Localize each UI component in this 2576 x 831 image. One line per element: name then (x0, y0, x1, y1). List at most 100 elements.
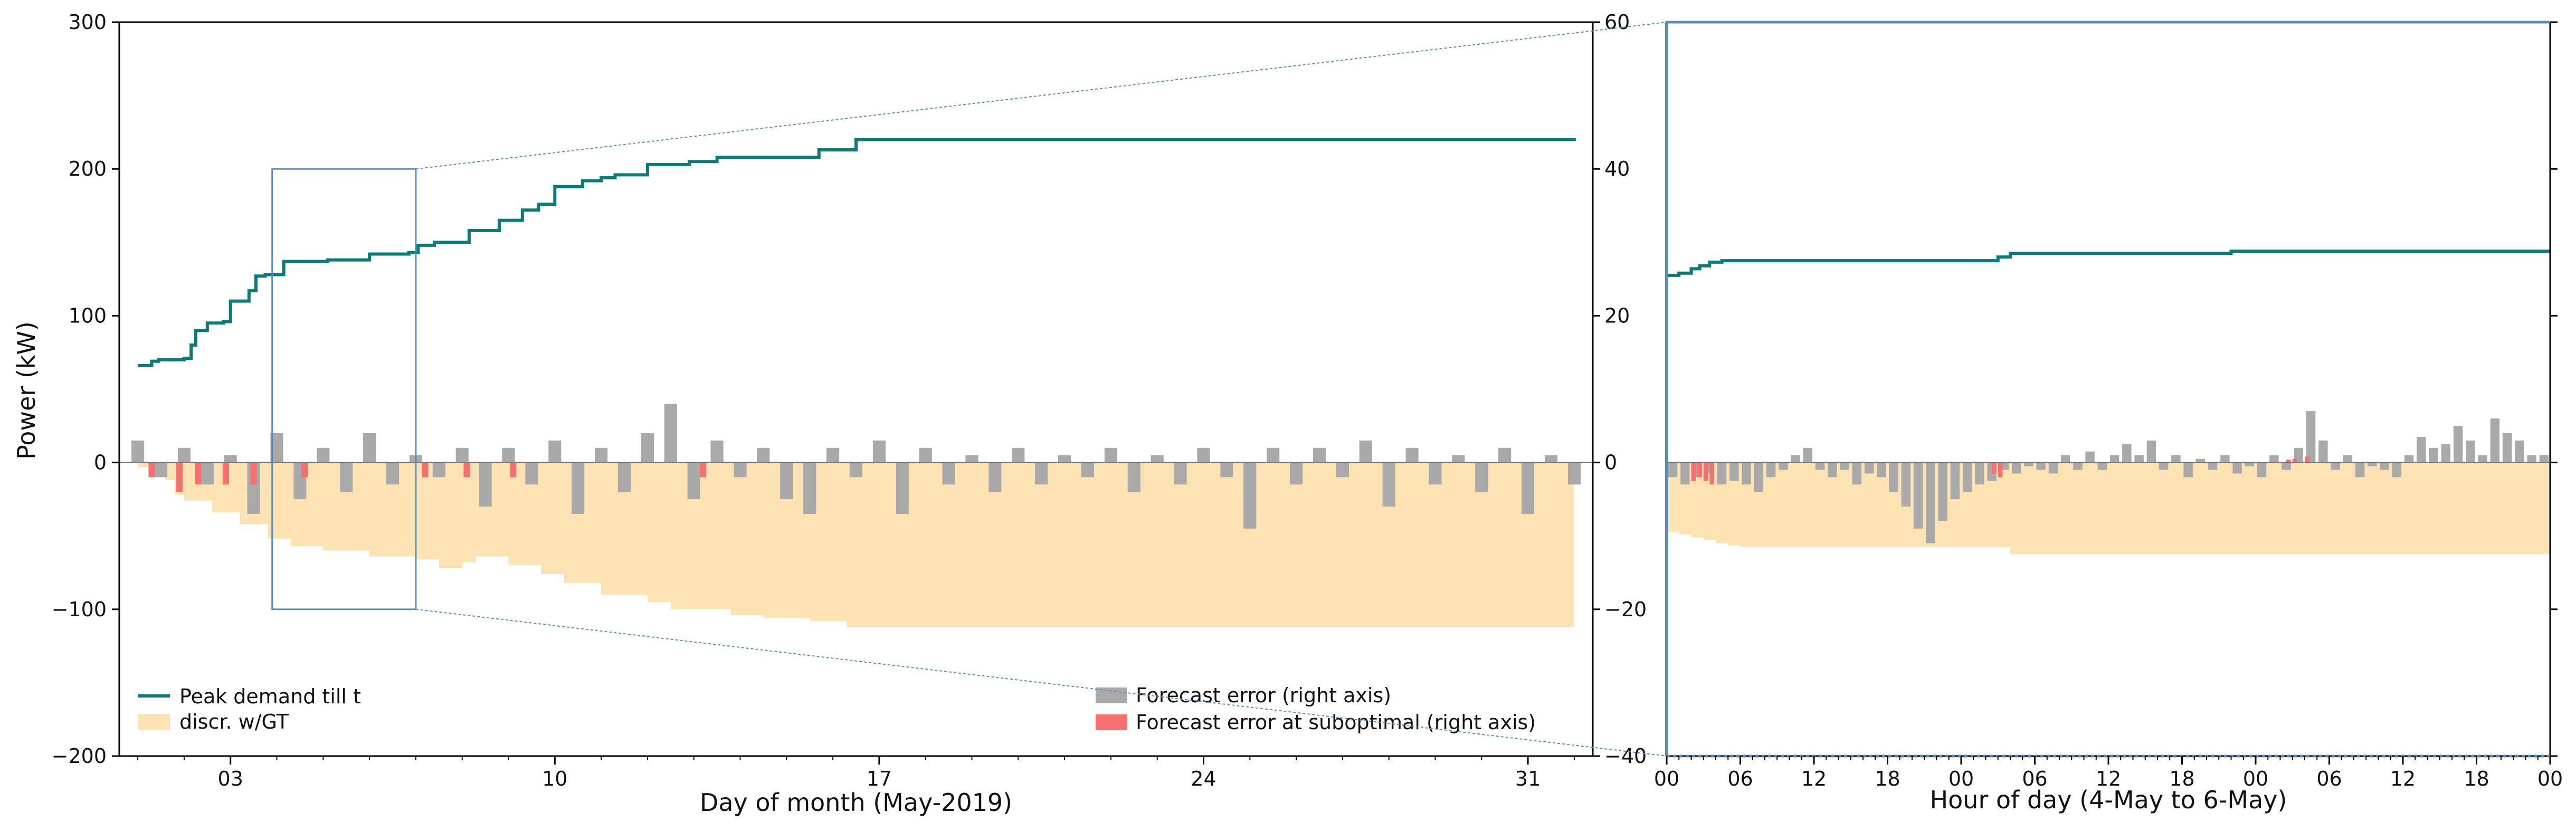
zoom-forecast-error-bar (2368, 462, 2377, 466)
zoom-forecast-error-bar (2146, 440, 2156, 463)
zoom-forecast-error-bar (1791, 455, 1800, 463)
forecast-error-bar (1498, 447, 1512, 463)
zoom-connector-bottom (415, 608, 1667, 757)
zoom-forecast-error-bar (1950, 462, 1960, 500)
zoom-forecast-error-bar (2085, 451, 2095, 463)
zoom-discr-area-layer (1667, 462, 2550, 557)
forecast-error-subopt-bar (700, 462, 707, 477)
forecast-error-bar (502, 447, 515, 463)
x-tick-label: 24 (1191, 767, 1216, 790)
y-tick-label-right: −40 (1604, 744, 1647, 768)
zoom-x-tick-label: 00 (1654, 767, 1679, 790)
zoom-forecast-error-subopt-bar (1703, 462, 1708, 481)
forecast-error-bar (896, 462, 909, 514)
main-y-axis-right: −40 −20 0 20 40 60 (1593, 11, 1647, 768)
zoom-forecast-error-bar (2036, 462, 2046, 470)
zoom-x-tick-label: 06 (1727, 767, 1753, 790)
forecast-error-bar (687, 462, 700, 500)
y-tick-label-right: 60 (1604, 11, 1630, 34)
forecast-error-bar (757, 447, 770, 463)
zoom-forecast-error-bar (1901, 462, 1911, 507)
zoom-forecast-error-bar (2539, 455, 2549, 463)
zoom-forecast-error-bar (2343, 455, 2353, 463)
zoom-forecast-error-bar (2134, 455, 2144, 463)
zoom-x-tick-label: 00 (1948, 767, 1974, 790)
zoom-forecast-error-bar (1742, 462, 1751, 485)
zoom-forecast-error-bar (2515, 440, 2524, 463)
forecast-error-bar (664, 404, 677, 463)
y-tick-label-right: 0 (1604, 451, 1617, 474)
zoom-x-tick-label: 12 (2390, 767, 2416, 790)
forecast-error-bar (1127, 462, 1140, 492)
forecast-error-bar (1567, 462, 1581, 485)
forecast-error-bar (363, 433, 376, 463)
forecast-error-bar (641, 433, 654, 463)
forecast-error-bar (988, 462, 1002, 492)
forecast-error-subopt-bar (176, 462, 183, 492)
forecast-error-bar (1267, 447, 1280, 463)
legend-discr-label: discr. w/GT (179, 710, 289, 733)
forecast-error-bar (780, 462, 793, 500)
zoom-forecast-error-bar (1828, 462, 1837, 477)
zoom-forecast-error-bar (2159, 462, 2169, 470)
forecast-error-bar (710, 440, 724, 463)
zoom-forecast-error-bar (1840, 462, 1849, 470)
zoom-forecast-error-bar (1889, 462, 1898, 492)
zoom-y-axis (2550, 21, 2558, 757)
y-tick-label-left: −100 (52, 598, 107, 621)
zoom-x-tick-label: 18 (1875, 767, 1900, 790)
x-tick-label: 10 (542, 767, 567, 790)
forecast-error-bar (154, 462, 168, 477)
y-tick-label-left: 300 (68, 11, 107, 34)
zoom-forecast-error-bar (2441, 444, 2451, 463)
zoom-forecast-error-bar (1680, 462, 1690, 485)
main-x-axis: 03 10 17 24 31 (137, 756, 1575, 790)
legend-right: Forecast error (right axis) Forecast err… (1096, 684, 1536, 734)
zoom-forecast-error-subopt-bar (1697, 462, 1702, 477)
zoom-forecast-error-bar (2183, 462, 2193, 477)
zoom-forecast-error-bar (2417, 436, 2426, 463)
zoom-forecast-error-bar (1962, 462, 1972, 492)
zoom-x-tick-label: 00 (2537, 767, 2563, 790)
zoom-forecast-error-subopt-bar (2286, 460, 2291, 463)
zoom-x-tick-label: 00 (2243, 767, 2268, 790)
forecast-error-bar (849, 462, 863, 477)
forecast-error-bar (525, 462, 538, 485)
peak-demand-line-layer (138, 138, 1576, 367)
forecast-error-subopt-bar (463, 462, 470, 477)
forecast-error-bar (1313, 447, 1326, 463)
zoom-forecast-error-bar (1913, 462, 1923, 529)
forecast-error-bar (1475, 462, 1488, 492)
legend-left: Peak demand till t discr. w/GT (138, 685, 361, 733)
zoom-forecast-error-bar (2232, 462, 2242, 474)
forecast-error-bar (572, 462, 585, 514)
zoom-forecast-error-bar (2257, 462, 2267, 477)
forecast-error-subopt-bar (510, 462, 517, 477)
forecast-error-bar (1174, 462, 1187, 485)
zoom-forecast-error-bar (2282, 462, 2291, 470)
legend-error-label: Forecast error (right axis) (1136, 684, 1391, 707)
forecast-error-bar (942, 462, 955, 485)
zoom-forecast-error-bar (2380, 462, 2389, 470)
zoom-region-box (271, 168, 417, 610)
zoom-x-tick-label: 18 (2169, 767, 2194, 790)
zoom-peak-demand-line (1667, 249, 2550, 277)
zoom-forecast-error-bar (2318, 440, 2328, 463)
forecast-error-bar (1151, 455, 1164, 463)
zoom-x-tick-label: 06 (2316, 767, 2342, 790)
legend-error-subopt-label: Forecast error at suboptimal (right axis… (1136, 711, 1536, 734)
zoom-forecast-error-bar (2306, 411, 2316, 463)
forecast-error-subopt-bar (422, 462, 429, 477)
zoom-plot-frame (1666, 21, 2551, 757)
zoom-forecast-error-bar (2171, 455, 2181, 463)
zoom-x-axis: 00 06 12 18 00 06 12 18 00 06 12 18 00 (1654, 756, 2563, 790)
forecast-error-bar (201, 462, 214, 485)
main-plot-frame (118, 21, 1594, 757)
zoom-x-tick-label: 18 (2464, 767, 2489, 790)
zoom-forecast-error-subopt-bar (1992, 462, 1997, 474)
forecast-error-bar (1220, 462, 1233, 477)
zoom-forecast-error-bar (2122, 444, 2132, 463)
zoom-forecast-error-bar (1815, 462, 1825, 470)
forecast-error-subopt-bar (250, 462, 257, 485)
peak-demand-line (138, 138, 1576, 367)
